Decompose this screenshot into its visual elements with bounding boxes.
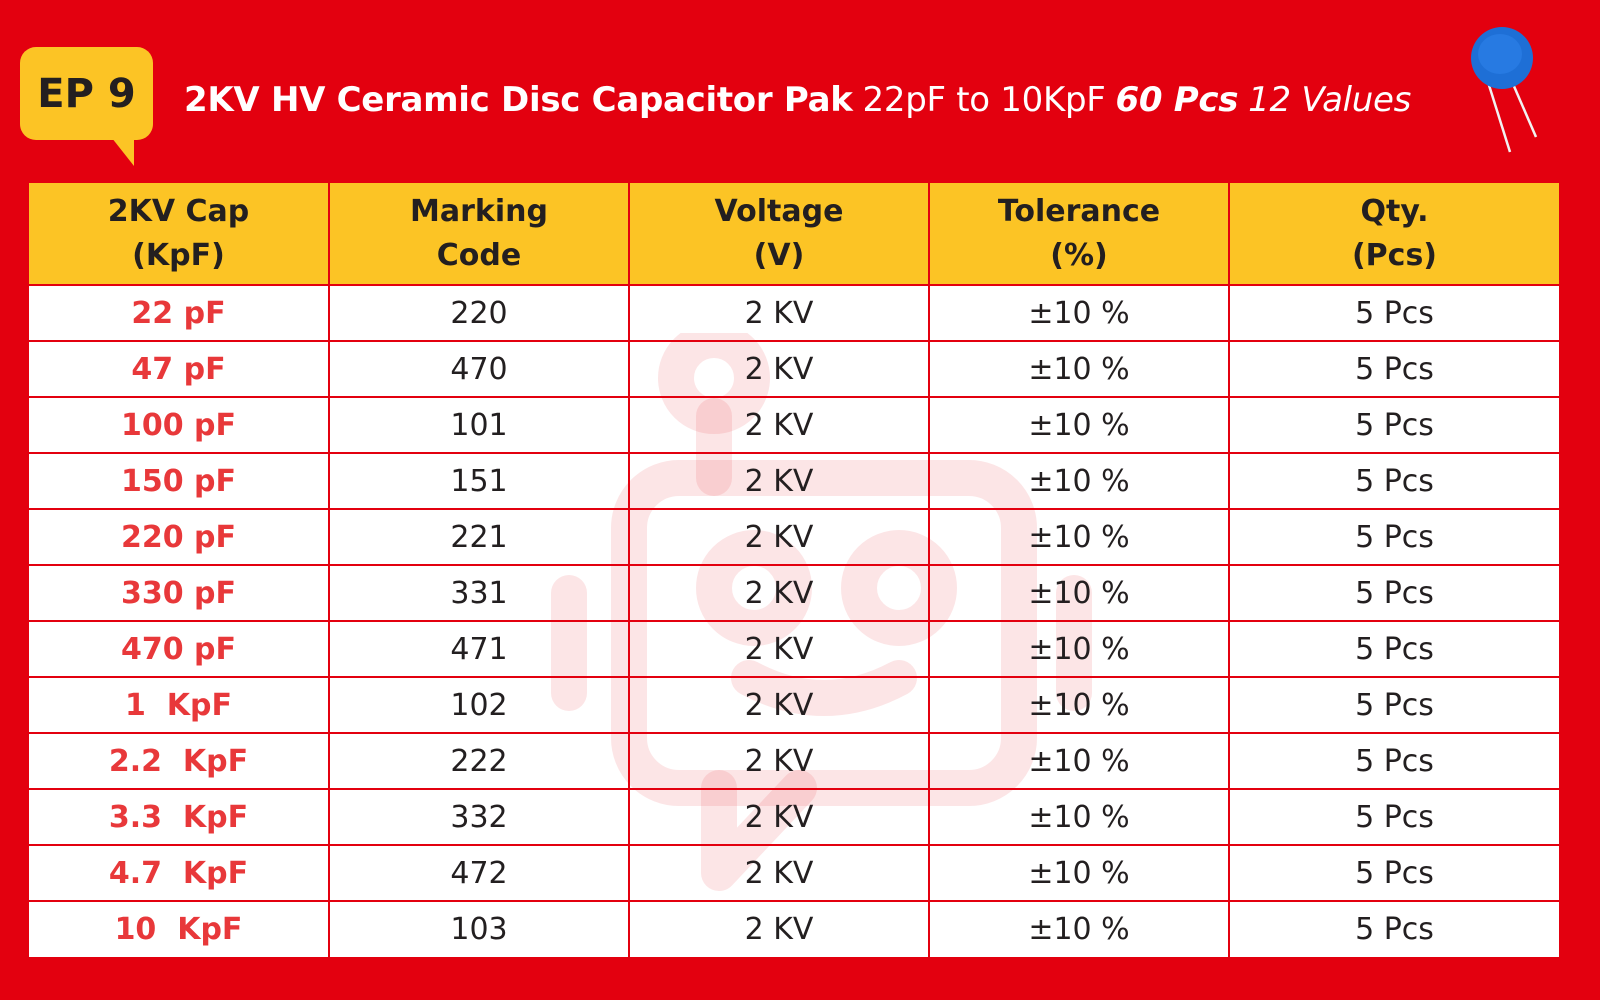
- cell-voltage: 2 KV: [628, 900, 930, 957]
- cell-capacitance: 22 pF: [29, 284, 330, 342]
- cell-voltage: 2 KV: [628, 340, 930, 398]
- cell-tolerance: ±10 %: [928, 620, 1230, 678]
- cell-voltage: 2 KV: [628, 452, 930, 510]
- cell-voltage: 2 KV: [628, 564, 930, 622]
- cell-tolerance: ±10 %: [928, 396, 1230, 454]
- cell-marking-code: 221: [328, 508, 630, 566]
- cell-tolerance: ±10 %: [928, 564, 1230, 622]
- header-line-1: Tolerance: [997, 193, 1161, 229]
- cell-tolerance: ±10 %: [928, 676, 1230, 734]
- table-row: 1 KpF 102 2 KV ±10 % 5 Pcs: [29, 676, 1559, 734]
- header-line-1: Qty.: [1360, 193, 1429, 229]
- title-product: 2KV HV Ceramic Disc Capacitor Pak: [184, 80, 853, 120]
- header-line-2: (V): [753, 237, 805, 273]
- cell-voltage: 2 KV: [628, 788, 930, 846]
- table-row: 47 pF 470 2 KV ±10 % 5 Pcs: [29, 340, 1559, 398]
- cell-voltage: 2 KV: [628, 732, 930, 790]
- cell-tolerance: ±10 %: [928, 900, 1230, 957]
- header-line-1: 2KV Cap: [107, 193, 250, 229]
- header-line-1: Marking: [410, 193, 548, 229]
- cell-voltage: 2 KV: [628, 676, 930, 734]
- cell-marking-code: 331: [328, 564, 630, 622]
- cell-capacitance: 470 pF: [29, 620, 330, 678]
- cell-quantity: 5 Pcs: [1228, 844, 1559, 902]
- episode-badge-label: EP 9: [37, 70, 136, 117]
- title-count: 60 Pcs: [1115, 80, 1239, 120]
- cell-capacitance: 100 pF: [29, 396, 330, 454]
- cell-capacitance: 47 pF: [29, 340, 330, 398]
- table-header-row: 2KV Cap (KpF) Marking Code Voltage (V) Toleran…: [29, 183, 1559, 286]
- cell-marking-code: 222: [328, 732, 630, 790]
- cell-tolerance: ±10 %: [928, 844, 1230, 902]
- header-quantity: Qty. (Pcs): [1228, 183, 1559, 286]
- header-line-1: Voltage: [714, 193, 844, 229]
- header-line-2: (Pcs): [1351, 237, 1438, 273]
- cell-marking-code: 101: [328, 396, 630, 454]
- table-row: 150 pF 151 2 KV ±10 % 5 Pcs: [29, 452, 1559, 510]
- cell-tolerance: ±10 %: [928, 284, 1230, 342]
- cell-quantity: 5 Pcs: [1228, 564, 1559, 622]
- cell-marking-code: 332: [328, 788, 630, 846]
- cell-quantity: 5 Pcs: [1228, 676, 1559, 734]
- header-line-2: (KpF): [132, 237, 225, 273]
- title-range: 22pF to 10KpF: [862, 80, 1106, 120]
- cell-voltage: 2 KV: [628, 620, 930, 678]
- capacitor-table: 2KV Cap (KpF) Marking Code Voltage (V) Toleran…: [29, 183, 1559, 957]
- header-marking-code: Marking Code: [328, 183, 630, 286]
- table-row: 10 KpF 103 2 KV ±10 % 5 Pcs: [29, 900, 1559, 957]
- table-row: 22 pF 220 2 KV ±10 % 5 Pcs: [29, 284, 1559, 342]
- header-capacitance: 2KV Cap (KpF): [29, 183, 330, 286]
- table-row: 330 pF 331 2 KV ±10 % 5 Pcs: [29, 564, 1559, 622]
- table-row: 2.2 KpF 222 2 KV ±10 % 5 Pcs: [29, 732, 1559, 790]
- cell-quantity: 5 Pcs: [1228, 284, 1559, 342]
- cell-quantity: 5 Pcs: [1228, 452, 1559, 510]
- cell-marking-code: 103: [328, 900, 630, 957]
- cell-marking-code: 472: [328, 844, 630, 902]
- cell-marking-code: 471: [328, 620, 630, 678]
- badge-tail: [104, 128, 134, 166]
- page-title: 2KV HV Ceramic Disc Capacitor Pak 22pF t…: [184, 74, 1411, 126]
- cell-tolerance: ±10 %: [928, 732, 1230, 790]
- table-row: 3.3 KpF 332 2 KV ±10 % 5 Pcs: [29, 788, 1559, 846]
- cell-quantity: 5 Pcs: [1228, 340, 1559, 398]
- table-row: 4.7 KpF 472 2 KV ±10 % 5 Pcs: [29, 844, 1559, 902]
- cell-voltage: 2 KV: [628, 508, 930, 566]
- cell-marking-code: 470: [328, 340, 630, 398]
- cell-tolerance: ±10 %: [928, 508, 1230, 566]
- header-tolerance: Tolerance (%): [928, 183, 1230, 286]
- cell-capacitance: 330 pF: [29, 564, 330, 622]
- cell-capacitance: 150 pF: [29, 452, 330, 510]
- cell-quantity: 5 Pcs: [1228, 396, 1559, 454]
- title-values: 12 Values: [1248, 80, 1412, 120]
- cell-marking-code: 220: [328, 284, 630, 342]
- capacitor-icon: [1471, 27, 1538, 153]
- cell-marking-code: 151: [328, 452, 630, 510]
- cell-capacitance: 3.3 KpF: [29, 788, 330, 846]
- cell-tolerance: ±10 %: [928, 340, 1230, 398]
- cell-quantity: 5 Pcs: [1228, 620, 1559, 678]
- cell-voltage: 2 KV: [628, 284, 930, 342]
- cell-tolerance: ±10 %: [928, 452, 1230, 510]
- cell-capacitance: 10 KpF: [29, 900, 330, 957]
- cell-capacitance: 4.7 KpF: [29, 844, 330, 902]
- table-row: 220 pF 221 2 KV ±10 % 5 Pcs: [29, 508, 1559, 566]
- cell-quantity: 5 Pcs: [1228, 788, 1559, 846]
- header-line-2: (%): [1050, 237, 1108, 273]
- cell-capacitance: 2.2 KpF: [29, 732, 330, 790]
- cell-capacitance: 1 KpF: [29, 676, 330, 734]
- header-line-2: Code: [436, 237, 522, 273]
- cell-quantity: 5 Pcs: [1228, 900, 1559, 957]
- cell-marking-code: 102: [328, 676, 630, 734]
- cell-voltage: 2 KV: [628, 844, 930, 902]
- table-row: 470 pF 471 2 KV ±10 % 5 Pcs: [29, 620, 1559, 678]
- episode-badge: EP 9: [20, 47, 153, 140]
- table-row: 100 pF 101 2 KV ±10 % 5 Pcs: [29, 396, 1559, 454]
- cell-capacitance: 220 pF: [29, 508, 330, 566]
- cell-tolerance: ±10 %: [928, 788, 1230, 846]
- header-voltage: Voltage (V): [628, 183, 930, 286]
- cell-quantity: 5 Pcs: [1228, 732, 1559, 790]
- cell-quantity: 5 Pcs: [1228, 508, 1559, 566]
- cell-voltage: 2 KV: [628, 396, 930, 454]
- capacitor-table-container: 2KV Cap (KpF) Marking Code Voltage (V) Toleran…: [29, 183, 1559, 957]
